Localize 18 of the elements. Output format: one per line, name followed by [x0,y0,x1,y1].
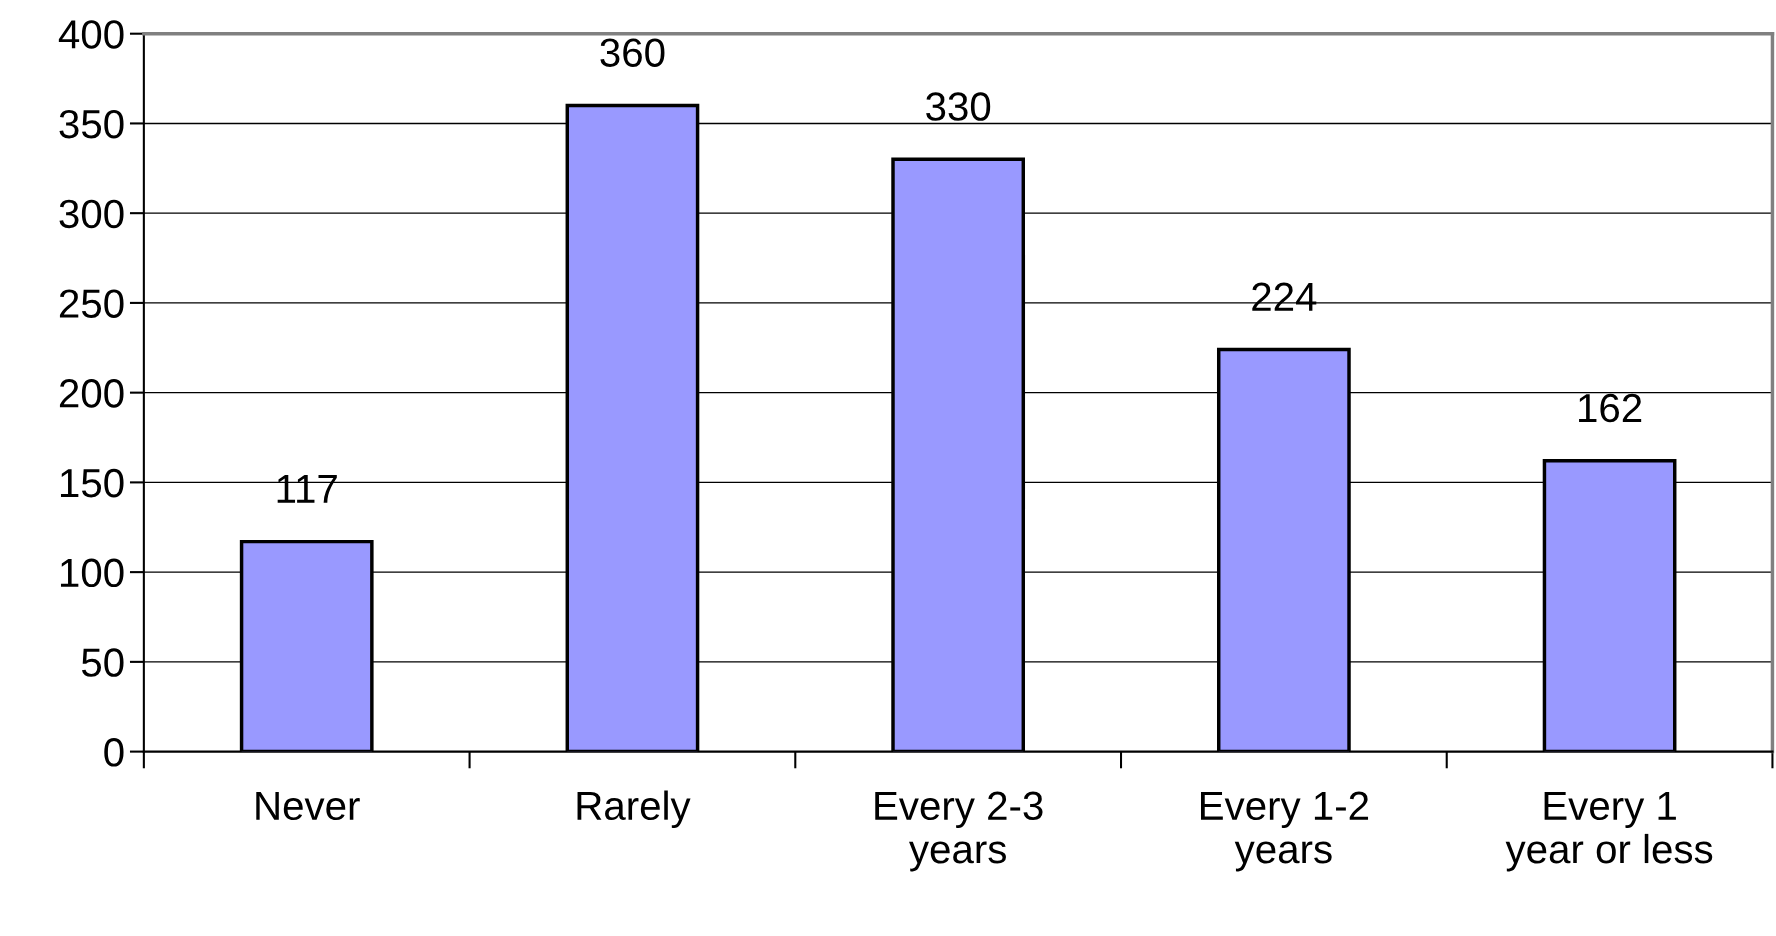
data-label: 117 [277,475,337,503]
y-tick-label: 350 [59,109,124,139]
y-tick-label: 400 [58,20,124,49]
x-tick-label: Never [256,791,360,821]
x-tick-label: Every 2-3 years [875,791,1043,872]
data-label: 360 [600,38,665,67]
data-label: 162 [1579,393,1642,423]
x-tick-label: Every 1 year or less [1505,791,1713,872]
y-tick-label: 200 [59,379,124,408]
y-tick-label: 300 [59,199,124,229]
x-tick-label: Every 1-2 years [1201,791,1369,872]
data-label: 330 [926,92,991,121]
y-tick-label: 150 [60,468,124,498]
y-tick-label: 50 [81,648,124,677]
y-tick-label: 100 [60,558,124,588]
y-tick-label: 250 [59,289,124,318]
x-tick-label: Rarely [577,790,691,829]
y-tick-label: 0 [104,738,124,767]
